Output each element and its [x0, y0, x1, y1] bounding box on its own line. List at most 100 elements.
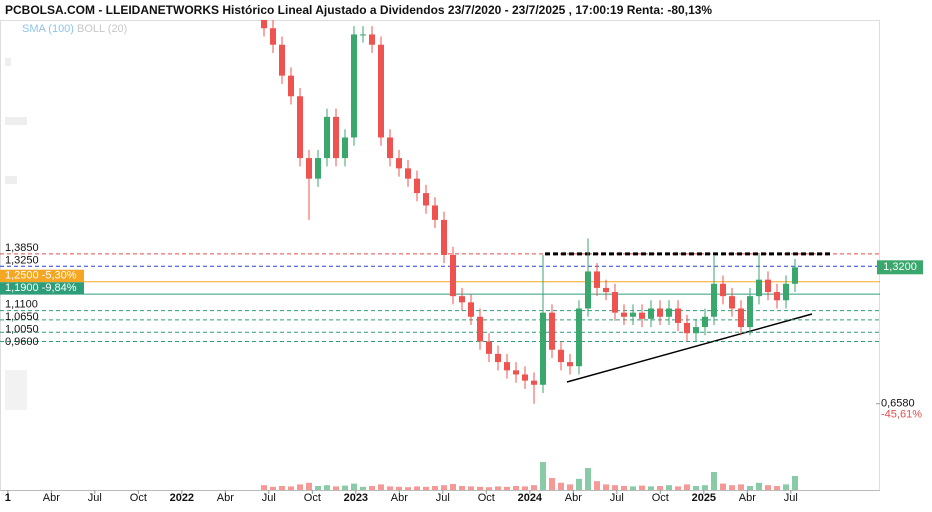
x-tick-label: Oct	[478, 492, 495, 504]
candle-body	[540, 312, 546, 385]
volume-bar	[702, 485, 708, 490]
volume-bar	[450, 484, 456, 490]
candle-body	[333, 116, 339, 159]
min-price-change: -45,61%	[881, 409, 922, 421]
candle-body	[306, 158, 312, 179]
candle-body	[261, 20, 267, 29]
x-tick-label: Oct	[130, 492, 147, 504]
volume-bar	[711, 472, 717, 490]
volume-bar	[594, 481, 600, 490]
trendline	[566, 313, 813, 383]
candle-body	[585, 271, 591, 309]
candle-body	[468, 302, 474, 317]
volume-bar	[558, 482, 564, 490]
volume-bar	[279, 486, 285, 490]
volume-bar	[729, 485, 735, 490]
volume-bar	[495, 486, 501, 490]
candle-body	[441, 219, 447, 255]
volume-bar	[630, 486, 636, 490]
candle-body	[783, 283, 789, 301]
candle-body	[657, 308, 663, 317]
decoration	[5, 117, 27, 125]
level-label: 1,1900 -9,84%	[5, 282, 77, 294]
decoration	[5, 370, 27, 410]
volume-bar	[549, 478, 555, 490]
volume-bar	[297, 484, 303, 490]
x-tick-label: 2022	[170, 492, 194, 504]
candle-body	[477, 316, 483, 342]
level-label: 1,3250	[5, 254, 39, 266]
volume-bar	[414, 486, 420, 490]
candle-body	[612, 292, 618, 313]
volume-bar	[441, 485, 447, 490]
volume-bar	[639, 485, 645, 490]
volume-bar	[396, 486, 402, 490]
candle-body	[369, 34, 375, 45]
candle-body	[765, 279, 771, 293]
x-tick-label: Oct	[652, 492, 669, 504]
volume-bar	[459, 486, 465, 490]
volume-bar	[783, 484, 789, 490]
candle-body	[549, 312, 555, 350]
candle-body	[351, 34, 357, 138]
candle-body	[387, 137, 393, 159]
candle-body	[396, 158, 402, 169]
candle-body	[486, 341, 492, 354]
candle-body	[558, 349, 564, 363]
x-tick-label: Jul	[436, 492, 450, 504]
candle-body	[774, 292, 780, 301]
candle-body	[495, 353, 501, 363]
last-price-label: 1,3200	[883, 261, 917, 273]
volume-bar	[657, 486, 663, 490]
candle-body	[693, 327, 699, 334]
candle-body	[324, 116, 330, 159]
volume-bar	[774, 486, 780, 490]
x-tick-label: Abr	[391, 492, 408, 504]
candle-body	[594, 271, 600, 288]
volume-bar	[369, 486, 375, 490]
volume-bar	[684, 484, 690, 490]
candle-body	[630, 312, 636, 317]
volume-bar	[351, 483, 357, 490]
volume-bar	[405, 487, 411, 490]
volume-bar	[504, 486, 510, 490]
candle-body	[756, 279, 762, 297]
x-tick-label: Abr	[739, 492, 756, 504]
volume-bar	[621, 486, 627, 490]
volume-bar	[270, 486, 276, 490]
x-tick-label: 2025	[692, 492, 716, 504]
level-label: 1,0050	[5, 323, 39, 335]
level-label: 1,0650	[5, 311, 39, 323]
candle-body	[513, 370, 519, 375]
volume-bar	[612, 485, 618, 490]
volume-bar	[648, 486, 654, 490]
candle-body	[576, 308, 582, 367]
candle-body	[720, 283, 726, 297]
volume-bar	[477, 486, 483, 490]
candle-body	[531, 380, 537, 385]
volume-bar	[468, 486, 474, 490]
volume-bar	[585, 468, 591, 490]
candle-body	[459, 296, 465, 303]
candle-body	[729, 296, 735, 309]
decoration	[5, 58, 11, 66]
candle-body	[450, 254, 456, 297]
volume-bar	[756, 482, 762, 490]
volume-bar	[288, 486, 294, 490]
volume-bar	[576, 478, 582, 490]
candle-body	[360, 34, 366, 36]
indicator-label: BOLL (20)	[77, 23, 127, 35]
level-label: 1,3850	[5, 242, 39, 254]
candle-body	[675, 308, 681, 323]
volume-bar	[315, 486, 321, 490]
candle-body	[279, 44, 285, 76]
candle-body	[792, 267, 798, 284]
candle-body	[378, 44, 384, 138]
volume-bar	[486, 487, 492, 490]
candle-body	[702, 316, 708, 328]
volume-bar	[261, 485, 267, 490]
volume-bar	[513, 486, 519, 490]
level-label: 1,1100	[5, 298, 38, 310]
